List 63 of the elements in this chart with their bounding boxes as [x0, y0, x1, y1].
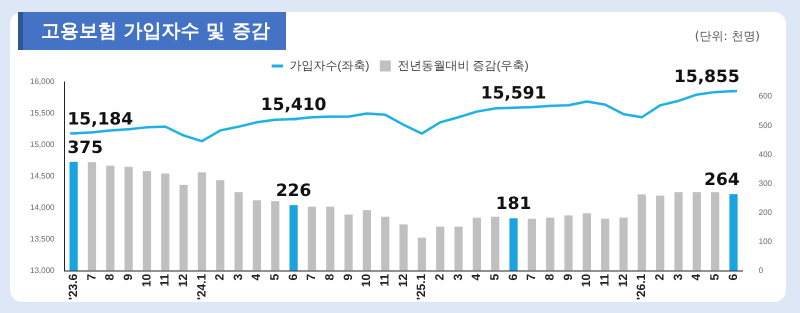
y-tick-label: 15,000 [30, 140, 56, 150]
chart-title: 고용보험 가입자수 및 증감 [18, 12, 286, 50]
x-tick-label: 12 [396, 273, 410, 288]
x-tick-label: 4 [249, 273, 264, 280]
x-tick-label: 2 [212, 273, 227, 280]
y-tick-label: 14,500 [30, 172, 56, 181]
data-label: 15,410 [260, 95, 327, 116]
data-label: 375 [67, 138, 103, 158]
x-tick-label: 8 [102, 273, 117, 280]
y-tick-label: 15,500 [30, 108, 56, 118]
x-tick-label: 6 [506, 273, 520, 280]
x-tick-label: 8 [322, 273, 337, 280]
x-tick-label: '23.6 [66, 273, 80, 300]
y2-tick-label: 200 [758, 208, 773, 217]
x-tick-label: 2 [432, 273, 447, 280]
y-tick-label: 13,500 [30, 234, 56, 244]
y2-tick-label: 400 [758, 150, 773, 159]
legend-label: 전년동월대비 증감(우축) [397, 58, 529, 72]
x-tick-label: 3 [450, 273, 465, 280]
x-tick-label: 7 [524, 273, 538, 280]
x-tick-label: 10 [579, 273, 594, 288]
x-tick-label: 10 [359, 273, 374, 288]
x-tick-label: 4 [689, 273, 704, 280]
text: (단위: 천명) [694, 28, 760, 45]
data-label: 226 [276, 181, 312, 202]
x-tick-label: 5 [707, 273, 722, 280]
x-tick-label: 10 [139, 273, 154, 288]
x-tick-label: 7 [304, 273, 318, 280]
x-tick-label: 12 [616, 273, 630, 288]
y2-tick-label: 0 [758, 266, 764, 275]
x-tick-label: 9 [560, 273, 575, 280]
y2-tick-label: 100 [758, 236, 773, 246]
y-tick-label: 16,000 [30, 77, 56, 86]
y2-tick-label: 500 [758, 120, 773, 130]
x-tick-label: 9 [340, 273, 355, 280]
y-tick-label: 13,000 [30, 266, 56, 275]
data-label: 15,184 [67, 109, 134, 130]
x-tick-label: 6 [286, 273, 300, 280]
x-tick-label: 11 [378, 273, 392, 286]
x-tick-label: 7 [84, 273, 98, 280]
x-tick-label: 12 [176, 273, 190, 288]
x-tick-label: '26.1 [634, 273, 648, 300]
x-tick-label: 9 [120, 273, 135, 280]
x-tick-label: 5 [268, 273, 282, 280]
data-label: 264 [704, 170, 740, 190]
y-tick-label: 14,000 [30, 203, 56, 212]
x-tick-label: '24.1 [194, 273, 208, 300]
y2-tick-label: 600 [758, 92, 773, 101]
legend-label: 가입자수(좌축) [289, 58, 370, 72]
x-tick-label: 3 [230, 273, 245, 280]
y2-tick-label: 300 [758, 178, 773, 188]
x-tick-label: 5 [488, 273, 502, 280]
x-tick-label: 4 [469, 273, 484, 280]
data-label: 15,855 [674, 67, 740, 88]
data-label: 181 [496, 194, 532, 214]
x-tick-label: 6 [726, 273, 740, 280]
x-tick-label: 3 [670, 273, 685, 280]
x-tick-label: 8 [542, 273, 557, 280]
x-tick-label: '25.1 [414, 273, 428, 300]
x-tick-label: 2 [652, 273, 666, 280]
data-label: 15,591 [480, 84, 546, 104]
x-tick-label: 11 [597, 273, 612, 286]
x-tick-label: 11 [158, 273, 172, 286]
